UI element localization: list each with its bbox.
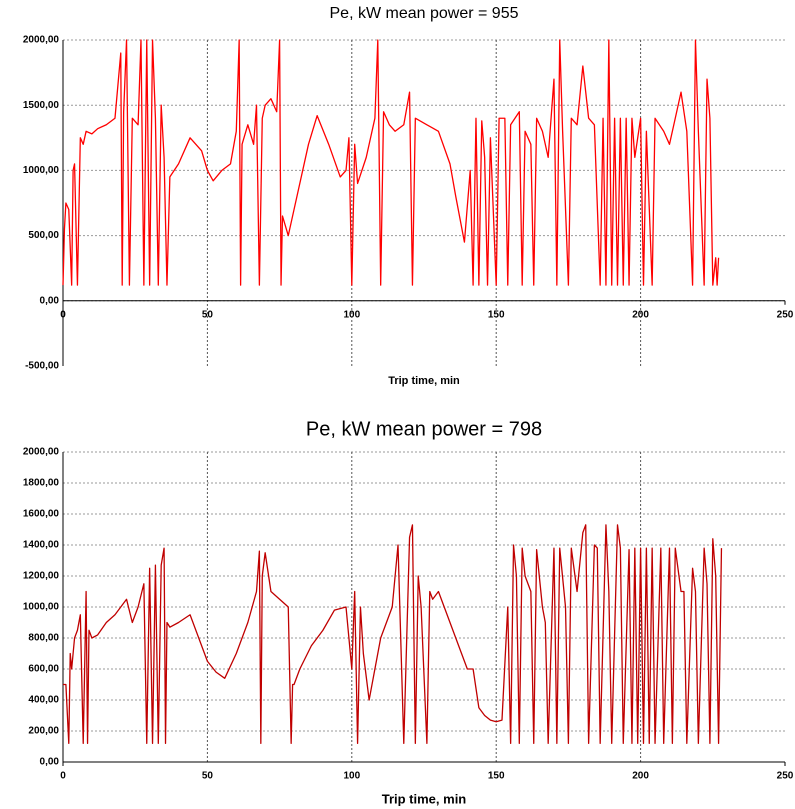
y-tick-label: 1200,00	[23, 571, 60, 582]
y-tick-label: 500,00	[28, 230, 59, 241]
x-tick-label: 0	[60, 771, 66, 782]
y-tick-label: 1000,00	[23, 165, 60, 176]
y-tick-label: 200,00	[28, 726, 59, 737]
x-tick-label: 50	[202, 771, 214, 782]
y-tick-label: 1000,00	[23, 602, 60, 613]
x-tick-label: 100	[343, 309, 360, 320]
data-line	[62, 39, 720, 286]
x-tick-label: 150	[488, 771, 505, 782]
x-axis-label: Trip time, min	[388, 375, 460, 387]
y-tick-label: 1400,00	[23, 540, 60, 551]
chart-title: Pe, kW mean power = 798	[306, 418, 542, 440]
x-tick-label: 150	[488, 309, 505, 320]
y-tick-label: 400,00	[28, 695, 59, 706]
y-tick-label: 2000,00	[23, 447, 60, 458]
x-tick-label: 250	[777, 309, 794, 320]
y-tick-label: 0,00	[40, 757, 60, 768]
x-tick-label: 200	[632, 771, 649, 782]
y-tick-label: 2000,00	[23, 35, 60, 46]
x-tick-label: 250	[777, 771, 794, 782]
x-tick-label: 100	[343, 771, 360, 782]
y-tick-label: 800,00	[28, 633, 59, 644]
y-tick-label: 600,00	[28, 664, 59, 675]
y-tick-label: 1500,00	[23, 100, 60, 111]
y-tick-label: 1600,00	[23, 509, 60, 520]
y-tick-label: 0,00	[40, 295, 60, 306]
x-tick-label: 50	[202, 309, 214, 320]
data-line	[63, 524, 723, 745]
x-axis-label: Trip time, min	[382, 791, 467, 806]
y-tick-label: -500,00	[25, 361, 59, 372]
y-tick-label: 1800,00	[23, 478, 60, 489]
x-tick-label: 200	[632, 309, 649, 320]
chart-title: Pe, kW mean power = 955	[330, 5, 519, 22]
